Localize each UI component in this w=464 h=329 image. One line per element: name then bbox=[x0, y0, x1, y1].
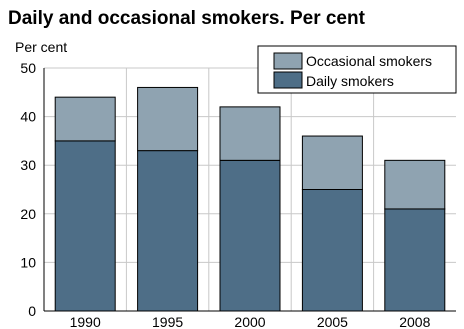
bar-daily-2005 bbox=[301, 189, 363, 312]
x-tick-label: 2000 bbox=[234, 314, 265, 329]
y-tick-labels: 0 10 20 30 40 50 bbox=[20, 60, 36, 319]
x-tick-label: 2008 bbox=[399, 314, 430, 329]
y-axis-unit-label: Per cent bbox=[15, 39, 67, 55]
legend: Occasional smokers Daily smokers bbox=[257, 45, 457, 94]
y-tick-label: 50 bbox=[20, 60, 36, 76]
x-tick-label: 1995 bbox=[152, 314, 183, 329]
legend-label-daily: Daily smokers bbox=[306, 73, 394, 89]
legend-swatch-occasional bbox=[273, 52, 303, 70]
chart-title: Daily and occasional smokers. Per cent bbox=[8, 8, 365, 29]
bar-daily-1990 bbox=[54, 140, 116, 312]
bar-daily-1995 bbox=[137, 150, 199, 312]
y-tick-label: 0 bbox=[28, 303, 36, 319]
bar-daily-2008 bbox=[384, 208, 446, 312]
y-tick-label: 10 bbox=[20, 254, 36, 270]
y-tick-label: 30 bbox=[20, 157, 36, 173]
legend-label-occasional: Occasional smokers bbox=[306, 53, 432, 69]
bar-daily-2000 bbox=[219, 159, 281, 312]
y-tick-label: 40 bbox=[20, 109, 36, 125]
bar-occasional-1990 bbox=[54, 96, 116, 142]
y-tick-label: 20 bbox=[20, 206, 36, 222]
bar-occasional-2005 bbox=[301, 135, 363, 190]
x-tick-label: 2005 bbox=[317, 314, 348, 329]
x-tick-label: 1990 bbox=[70, 314, 101, 329]
bar-occasional-2000 bbox=[219, 106, 281, 161]
x-tick-labels: 1990 1995 2000 2005 2008 bbox=[70, 314, 431, 329]
legend-swatch-daily bbox=[273, 71, 303, 89]
bar-occasional-1995 bbox=[137, 86, 199, 152]
bars bbox=[54, 86, 446, 312]
bar-occasional-2008 bbox=[384, 159, 446, 210]
